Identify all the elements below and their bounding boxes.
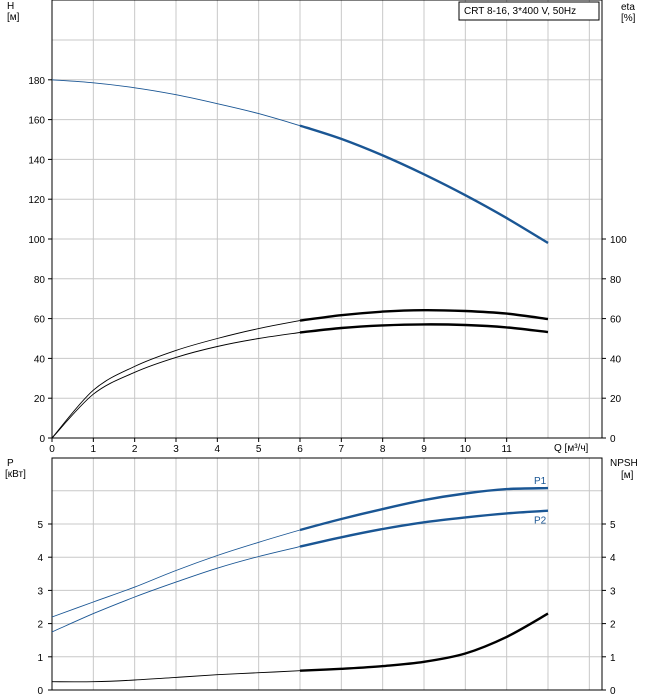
eta-axis-label: eta — [621, 2, 635, 13]
h-tick-label: 140 — [28, 155, 45, 166]
top-axis-ticks: 0 20 40 60 80 100 120 140 160 180 0 20 40 60 80 100 0 1 2 3… — [28, 76, 627, 455]
eta-curve-2-line-thin — [51, 332, 301, 439]
npsh-tick-label: 1 — [610, 653, 616, 664]
p1-curve-line-thin — [51, 529, 301, 618]
p2-series-label: P2 — [534, 516, 547, 527]
p1-curve-line-duty — [299, 486, 549, 532]
h-tick-label: 120 — [28, 195, 45, 206]
chart-title: CRT 8-16, 3*400 V, 50Hz — [464, 6, 576, 17]
h-curve-line-duty — [299, 124, 549, 245]
p-tick-label: 1 — [37, 653, 43, 664]
h-axis-label: H — [7, 1, 14, 12]
p-axis-unit: [кВт] — [5, 469, 26, 480]
top-series-group — [51, 79, 549, 439]
npsh-tick-label: 5 — [610, 520, 616, 531]
h-tick-label: 100 — [28, 235, 45, 246]
eta-curve-2-line-duty — [299, 323, 549, 334]
h-tick-label: 0 — [39, 434, 45, 445]
npsh-axis-unit: [м] — [621, 470, 634, 481]
p-tick-label: 2 — [37, 620, 43, 631]
p1-series-label: P1 — [534, 476, 547, 487]
bottom-axis-ticks: 0 1 2 3 4 5 0 1 2 3 4 5 — [37, 520, 616, 697]
p-tick-label: 3 — [37, 586, 43, 597]
npsh-curve-line-duty — [299, 612, 549, 672]
npsh-tick-label: 4 — [610, 553, 616, 564]
q-tick-label: 6 — [297, 444, 303, 455]
eta-axis-unit: [%] — [621, 13, 636, 24]
q-tick-label: 8 — [380, 444, 386, 455]
eta-tick-label: 100 — [610, 235, 627, 246]
q-tick-label: 2 — [132, 444, 138, 455]
p-tick-label: 0 — [37, 686, 43, 697]
q-tick-label: 3 — [173, 444, 179, 455]
eta-curve-1-line-duty — [299, 308, 549, 322]
p2-curve-line-thin — [51, 546, 301, 633]
p2-curve-line-duty — [299, 509, 549, 548]
top-plot-grid — [52, 0, 602, 438]
p-tick-label: 5 — [37, 520, 43, 531]
h-tick-label: 60 — [34, 315, 46, 326]
bottom-plot-grid — [52, 458, 602, 690]
bottom-series-group: P1 P2 — [51, 476, 549, 683]
eta-curve-1-line-thin — [51, 320, 301, 439]
h-tick-label: 180 — [28, 76, 45, 87]
npsh-axis-label: NPSH — [610, 458, 638, 469]
h-tick-label: 80 — [34, 275, 46, 286]
eta-tick-label: 40 — [610, 354, 622, 365]
h-axis-unit: [м] — [7, 12, 20, 23]
q-tick-label: 10 — [460, 444, 472, 455]
q-tick-label: 9 — [421, 444, 427, 455]
h-tick-label: 20 — [34, 394, 46, 405]
npsh-curve-line-thin — [51, 670, 301, 683]
eta-tick-label: 60 — [610, 315, 622, 326]
h-tick-label: 40 — [34, 354, 46, 365]
title-box — [458, 1, 600, 21]
eta-tick-label: 80 — [610, 275, 622, 286]
npsh-tick-label: 3 — [610, 586, 616, 597]
q-axis-label: Q [м³/ч] — [554, 443, 589, 454]
p-axis-label: P — [7, 458, 14, 469]
q-tick-label: 11 — [501, 444, 512, 455]
npsh-tick-label: 2 — [610, 620, 616, 631]
q-tick-label: 7 — [339, 444, 345, 455]
h-tick-label: 160 — [28, 116, 45, 127]
q-tick-label: 4 — [215, 444, 221, 455]
bottom-plot-frame — [51, 457, 603, 691]
eta-tick-label: 0 — [610, 434, 616, 445]
q-tick-label: 5 — [256, 444, 262, 455]
p-tick-label: 4 — [37, 553, 43, 564]
eta-tick-label: 20 — [610, 394, 622, 405]
h-curve-line-thin — [51, 79, 301, 127]
top-plot-frame — [51, 0, 603, 439]
q-tick-label: 0 — [49, 444, 55, 455]
q-tick-label: 1 — [91, 444, 97, 455]
npsh-tick-label: 0 — [610, 686, 616, 697]
